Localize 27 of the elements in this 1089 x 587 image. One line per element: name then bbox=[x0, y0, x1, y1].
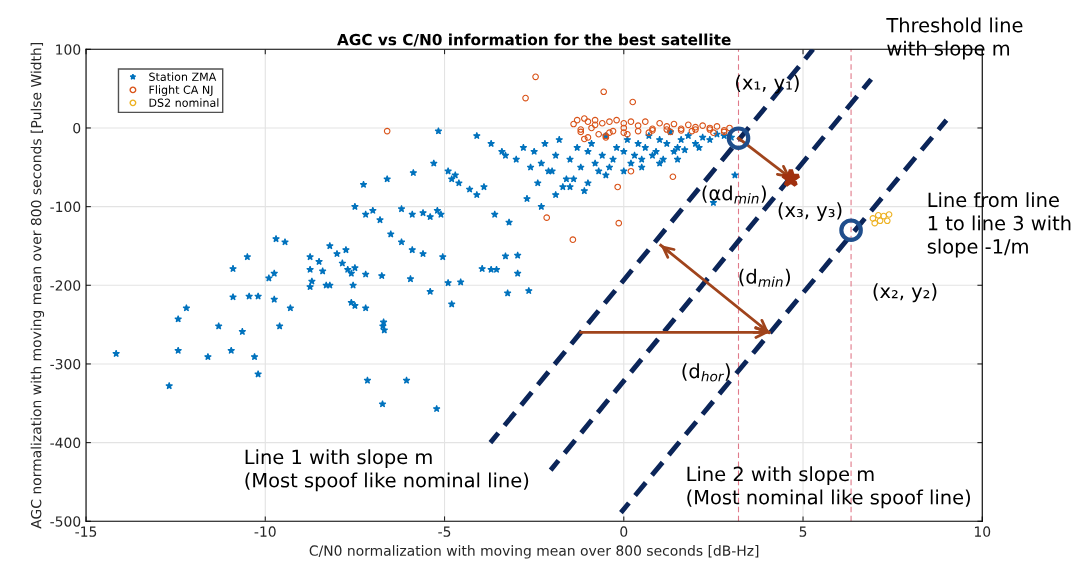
x-tick-label: 5 bbox=[799, 526, 807, 537]
annotation: (x₁, y₁) bbox=[736, 74, 799, 94]
annotation: (d$_{hor}$) bbox=[682, 363, 730, 382]
annotation: Line 1 with slope m (Most spoof like nominal line) bbox=[245, 449, 529, 492]
annotation: (αd$_{min}$) bbox=[702, 185, 766, 204]
annotation: Line 2 with slope m (Most nominal like spoof line) bbox=[687, 466, 970, 509]
x-axis-title: C/N0 normalization with moving mean over 800 seconds [dB-Hz] bbox=[309, 545, 759, 559]
y-tick-label: -100 bbox=[50, 201, 81, 213]
x-tick-label: -5 bbox=[438, 526, 451, 537]
x-tick-label: -15 bbox=[75, 526, 97, 537]
y-tick-label: -200 bbox=[50, 280, 81, 291]
x-tick-label: 0 bbox=[620, 526, 628, 537]
y-tick-label: -400 bbox=[50, 437, 81, 449]
legend-label: Flight CA NJ bbox=[149, 85, 213, 97]
y-tick-label: 100 bbox=[56, 44, 81, 55]
x-tick-label: 10 bbox=[974, 526, 991, 537]
y-tick-label: -300 bbox=[50, 358, 81, 370]
legend-label: DS2 nominal bbox=[149, 98, 219, 107]
y-tick-label: 0 bbox=[73, 122, 81, 134]
y-axis-title: AGC normalization with moving mean over 800 seconds [Pulse Width] bbox=[30, 42, 45, 529]
annotation: (d$_{min}$) bbox=[739, 268, 791, 287]
y-tick-label: -500 bbox=[50, 516, 81, 527]
annotation: (x₂, y₂) bbox=[873, 283, 937, 303]
x-tick-label: -10 bbox=[254, 526, 276, 537]
legend-label: Station ZMA bbox=[149, 72, 217, 81]
chart-title: AGC vs C/N0 information for the best satellite bbox=[337, 33, 731, 47]
annotation: (x₃, y₃) bbox=[778, 202, 842, 222]
